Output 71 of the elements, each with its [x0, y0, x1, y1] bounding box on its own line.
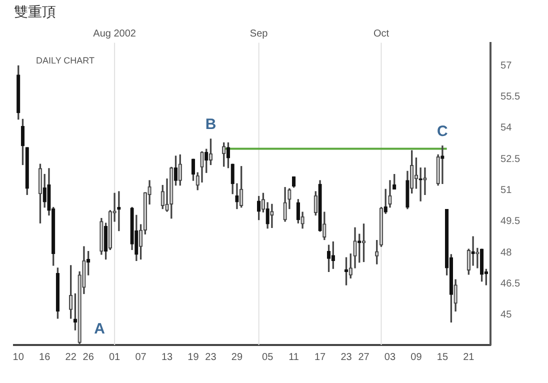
candlestick	[56, 268, 60, 319]
candlestick	[235, 183, 239, 210]
text: DAILY CHART	[36, 55, 96, 66]
candlestick	[270, 204, 274, 228]
candlestick	[160, 184, 164, 210]
candlestick	[436, 154, 440, 186]
y-tick-label: 48	[500, 247, 512, 258]
candlestick	[256, 196, 261, 220]
x-tick-label: 19	[188, 352, 200, 363]
y-tick-label: 45	[500, 310, 512, 321]
y-tick-label: 46.5	[500, 278, 520, 290]
x-tick-label: 29	[231, 352, 243, 363]
candlestick	[410, 150, 414, 194]
candlestick	[25, 147, 29, 195]
candlestick	[266, 202, 270, 229]
x-tick-label: 15	[436, 352, 448, 363]
x-tick-label: 17	[314, 352, 326, 363]
candlestick	[353, 227, 357, 268]
x-tick-label: 13	[161, 352, 174, 363]
x-tick-label: 27	[358, 352, 370, 363]
candlestick	[178, 154, 182, 186]
candlestick	[423, 168, 427, 195]
chart-title: 雙重頂	[14, 3, 56, 20]
candlestick	[200, 151, 204, 182]
candlestick	[69, 265, 73, 319]
y-tick-label: 54	[500, 122, 512, 134]
candlestick	[288, 188, 292, 210]
candlestick	[322, 212, 326, 240]
candlestick	[226, 142, 230, 168]
candlestick	[222, 142, 226, 167]
candlestick	[283, 187, 287, 222]
x-tick-label: 23	[340, 352, 352, 363]
y-tick-label: 57	[500, 60, 512, 72]
candlestick	[454, 279, 458, 312]
candlestick	[440, 145, 444, 184]
candlestick	[348, 253, 352, 278]
x-tick-label: 05	[262, 352, 274, 363]
x-tick-label: 03	[384, 352, 396, 363]
candlestick	[170, 166, 174, 219]
candlestick	[38, 164, 42, 224]
candlestick	[326, 244, 331, 272]
x-tick-label: 01	[108, 352, 121, 363]
candlestick	[375, 240, 379, 264]
candlestick	[480, 248, 484, 282]
candlestick	[16, 65, 20, 120]
candlestick	[300, 212, 304, 229]
ref-line-label: Sep	[250, 28, 268, 40]
ref-line-label: Aug 2002	[93, 28, 136, 40]
y-tick-label: 49.5	[500, 216, 520, 228]
candlestick	[292, 176, 296, 188]
x-tick-label: 23	[205, 352, 217, 363]
x-tick-label: 21	[463, 352, 475, 363]
candlestick	[388, 180, 392, 208]
x-tick-label: 26	[82, 352, 94, 363]
x-tick-label: 16	[39, 352, 51, 363]
annotation: C	[437, 122, 448, 140]
y-tick-label: 51	[500, 185, 512, 196]
x-tick-label: 22	[65, 352, 77, 363]
annotation: A	[94, 320, 106, 338]
candlestick	[100, 218, 104, 255]
candlestick	[240, 166, 244, 208]
candlestick	[331, 241, 335, 269]
annotation: B	[205, 116, 216, 134]
x-tick-label: 11	[288, 352, 300, 363]
x-tick-label: 10	[12, 352, 24, 363]
candlestick	[476, 248, 480, 268]
ref-line-label: Oct	[373, 28, 390, 40]
x-tick-label: 07	[135, 352, 147, 363]
x-tick-label: 09	[410, 352, 422, 363]
y-tick-label: 52.5	[500, 154, 520, 165]
y-tick-label: 55.5	[500, 92, 520, 103]
